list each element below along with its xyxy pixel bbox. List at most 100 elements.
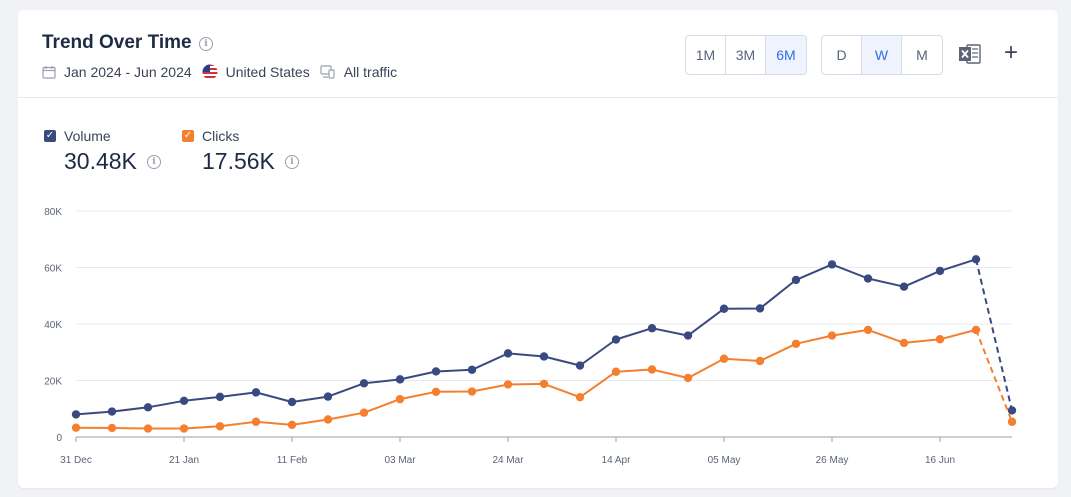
volume-data-point xyxy=(323,392,333,401)
granularity-selector: D W M xyxy=(821,35,943,75)
volume-data-point xyxy=(107,407,117,416)
clicks-data-point xyxy=(539,379,549,389)
x-tick-label: 14 Apr xyxy=(602,455,632,466)
clicks-data-point xyxy=(899,338,909,348)
y-tick-label: 40K xyxy=(44,320,62,331)
period-6m-button[interactable]: 6M xyxy=(766,36,806,74)
trend-chart: 0 20K 40K 60K 80K 31 Dec 21 Jan 11 Feb 03 Mar 24 … xyxy=(44,207,1017,466)
filters-summary: Jan 2024 - Jun 2024 United States xyxy=(42,64,407,80)
info-icon[interactable]: i xyxy=(146,154,161,169)
granularity-day-button[interactable]: D xyxy=(822,36,862,74)
clicks-data-point xyxy=(71,423,81,432)
excel-export-icon[interactable] xyxy=(958,42,982,66)
clicks-data-point xyxy=(971,325,981,335)
volume-data-point xyxy=(791,275,801,285)
volume-data-point xyxy=(863,274,873,283)
clicks-data-point xyxy=(143,424,153,433)
volume-data-point xyxy=(287,397,297,407)
clicks-data-point xyxy=(323,415,333,424)
period-selector: 1M 3M 6M xyxy=(685,35,807,75)
country-label: United States xyxy=(225,64,310,80)
clicks-data-point xyxy=(611,367,621,376)
x-tick-label: 11 Feb xyxy=(277,455,308,466)
legend-volume-value: 30.48K xyxy=(64,148,137,174)
volume-data-point xyxy=(251,388,261,397)
legend-clicks[interactable]: ✓ Clicks 17.56K i xyxy=(182,128,299,175)
clicks-data-point xyxy=(1007,417,1017,426)
info-icon[interactable]: i xyxy=(284,154,299,169)
legend-volume-label: Volume xyxy=(64,128,111,144)
volume-data-point xyxy=(899,282,909,291)
period-1m-button[interactable]: 1M xyxy=(686,36,726,74)
legend-clicks-value: 17.56K xyxy=(202,148,275,174)
clicks-data-point xyxy=(467,387,477,396)
clicks-data-point xyxy=(683,373,693,383)
x-tick-label: 05 May xyxy=(708,455,741,466)
clicks-data-point xyxy=(251,417,261,426)
y-tick-label: 80K xyxy=(44,207,62,218)
devices-icon xyxy=(320,65,335,79)
volume-data-point xyxy=(179,396,189,406)
volume-data-point xyxy=(71,410,81,419)
clicks-data-point xyxy=(935,335,945,344)
legend-clicks-label: Clicks xyxy=(202,128,240,144)
clicks-data-point xyxy=(359,408,369,417)
clicks-data-point xyxy=(827,331,837,340)
clicks-data-point xyxy=(215,422,225,431)
clicks-data-point xyxy=(503,380,513,389)
clicks-data-point xyxy=(287,420,297,430)
x-tick-label: 16 Jun xyxy=(925,455,955,466)
legend-volume[interactable]: ✓ Volume 30.48K i xyxy=(44,128,161,175)
clicks-data-point xyxy=(179,424,189,433)
volume-data-point xyxy=(431,367,441,376)
clicks-data-point xyxy=(791,339,801,348)
volume-data-point xyxy=(611,335,621,344)
volume-data-point xyxy=(683,331,693,340)
volume-data-point xyxy=(143,403,153,412)
date-range-label: Jan 2024 - Jun 2024 xyxy=(64,64,192,80)
y-tick-label: 20K xyxy=(44,377,62,388)
us-flag-icon xyxy=(202,64,218,80)
date-range[interactable]: Jan 2024 - Jun 2024 xyxy=(42,64,192,80)
y-tick-label: 60K xyxy=(44,264,62,275)
clicks-data-point xyxy=(719,354,729,363)
traffic-filter[interactable]: All traffic xyxy=(320,64,397,80)
volume-data-point xyxy=(827,260,837,269)
volume-data-point xyxy=(1007,406,1017,415)
x-tick-label: 31 Dec xyxy=(60,455,92,466)
granularity-week-button[interactable]: W xyxy=(862,36,902,74)
period-3m-button[interactable]: 3M xyxy=(726,36,766,74)
clicks-series-line xyxy=(75,328,977,430)
y-tick-label: 0 xyxy=(56,433,62,444)
volume-data-point xyxy=(971,255,981,264)
volume-data-point xyxy=(215,392,225,402)
clicks-data-point xyxy=(395,394,405,404)
volume-data-point xyxy=(503,349,513,358)
traffic-label: All traffic xyxy=(343,64,398,80)
country-filter[interactable]: United States xyxy=(202,64,310,80)
volume-data-point xyxy=(755,304,765,313)
x-tick-label: 24 Mar xyxy=(492,455,524,466)
volume-data-point xyxy=(719,304,729,313)
volume-data-point xyxy=(359,379,369,388)
x-tick-label: 26 May xyxy=(816,455,849,466)
volume-data-point xyxy=(395,375,405,384)
clicks-data-point xyxy=(863,325,873,335)
card-title: Trend Over Time xyxy=(42,32,192,53)
volume-data-point xyxy=(647,324,657,333)
volume-data-point xyxy=(935,266,945,276)
volume-data-point xyxy=(575,361,585,370)
volume-checkbox[interactable]: ✓ xyxy=(44,130,56,142)
clicks-data-point xyxy=(431,387,441,396)
clicks-data-point xyxy=(575,392,585,402)
card-header: Trend Over Time i Jan 2024 - Jun 2024 xyxy=(18,10,1058,98)
info-icon[interactable]: i xyxy=(199,37,213,51)
clicks-series-projection xyxy=(975,329,1013,423)
plus-icon[interactable]: + xyxy=(1004,39,1019,66)
x-tick-label: 21 Jan xyxy=(169,455,199,466)
volume-series-projection xyxy=(975,259,1013,411)
volume-data-point xyxy=(539,352,549,361)
granularity-month-button[interactable]: M xyxy=(916,47,928,63)
clicks-data-point xyxy=(107,423,117,433)
clicks-checkbox[interactable]: ✓ xyxy=(182,130,194,142)
